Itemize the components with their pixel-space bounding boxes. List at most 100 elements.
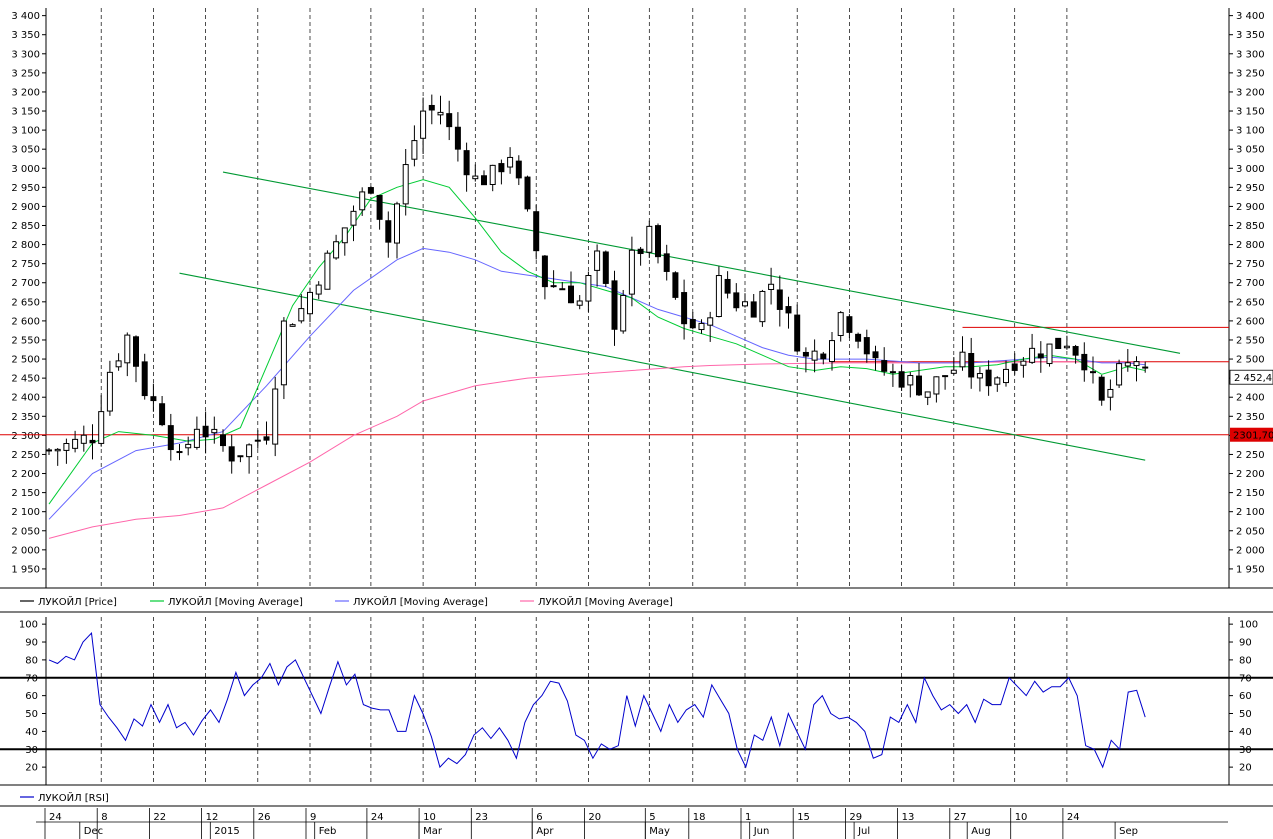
candle-body: [585, 275, 592, 302]
price-ytick-label-right: 2 200: [1236, 469, 1265, 480]
candle-body: [994, 377, 1001, 385]
candle-body: [959, 351, 966, 368]
price-legend-label: ЛУКОЙЛ [Price]: [38, 595, 117, 608]
price-ytick-label-right: 2 100: [1236, 507, 1265, 518]
level-price-tag: [1230, 427, 1273, 442]
price-ytick-label-right: 3 150: [1236, 107, 1265, 118]
price-ytick-label-left: 3 150: [11, 107, 40, 118]
candle-body: [594, 250, 601, 271]
price-ytick-label-right: 3 350: [1236, 30, 1265, 41]
price-ytick-label-left: 2 800: [11, 240, 40, 251]
price-ytick-label-left: 2 100: [11, 507, 40, 518]
x-axis-day-label: 29: [849, 812, 862, 823]
candle-body: [80, 434, 87, 444]
candle-body: [759, 290, 766, 323]
candle-body: [672, 272, 679, 298]
price-ytick-label-left: 3 050: [11, 145, 40, 156]
price-ytick-label-left: 1 950: [11, 564, 40, 575]
candle-body: [916, 375, 922, 396]
candle-body: [507, 156, 514, 168]
price-ytick-label-left: 3 200: [11, 87, 40, 98]
rsi-line: [48, 631, 1146, 769]
price-ytick-label-right: 2 350: [1236, 412, 1265, 423]
x-axis-day-label: 9: [310, 812, 316, 823]
candle-body: [602, 251, 609, 284]
x-axis-day-label: 8: [101, 812, 107, 823]
candle-body: [968, 353, 975, 378]
candle-body: [228, 446, 235, 462]
candle-body: [872, 351, 879, 359]
candle-body: [193, 428, 200, 448]
candle-body: [707, 317, 714, 326]
candle-body: [167, 425, 174, 451]
candle-body: [202, 425, 209, 438]
x-axis-day-label: 13: [902, 812, 915, 823]
candle-body: [750, 301, 757, 318]
candle-body: [681, 292, 688, 325]
level-price-label: 2301,70: [1233, 431, 1273, 442]
last-price-label: 2 452,4: [1234, 373, 1272, 384]
price-legend-label: ЛУКОЙЛ [Moving Average]: [538, 595, 673, 608]
candle-body: [159, 403, 166, 426]
candle-body: [263, 436, 270, 441]
x-axis-day-label: 24: [49, 812, 62, 823]
candle-body: [611, 280, 618, 330]
price-ytick-label-left: 2 700: [11, 278, 40, 289]
candle-body: [1046, 343, 1053, 365]
candle-body: [976, 373, 983, 379]
candle-body: [289, 324, 296, 327]
candle-body: [776, 289, 783, 310]
candle-body: [280, 320, 287, 386]
candle-body: [950, 369, 957, 374]
rsi-ytick-label-left: 40: [25, 727, 38, 738]
candle-body: [498, 163, 505, 173]
price-ytick-label-right: 2 800: [1236, 240, 1265, 251]
x-axis-day-label: 20: [588, 812, 601, 823]
price-legend-label: ЛУКОЙЛ [Moving Average]: [353, 595, 488, 608]
price-ytick-label-left: 3 300: [11, 49, 40, 60]
candle-body: [472, 175, 479, 180]
price-ytick-label-left: 2 900: [11, 202, 40, 213]
price-ytick-label-left: 2 950: [11, 183, 40, 194]
candle-body: [1090, 371, 1096, 374]
rsi-ytick-label-left: 80: [25, 655, 38, 666]
price-ytick-label-left: 3 250: [11, 68, 40, 79]
candle-body: [837, 312, 844, 337]
candle-body: [576, 300, 583, 306]
price-ytick-label-left: 3 100: [11, 126, 40, 137]
candle-body: [1020, 360, 1027, 366]
candle-body: [54, 448, 61, 452]
candle-body: [724, 278, 731, 294]
candle-body: [742, 301, 748, 307]
price-ytick-label-left: 3 400: [11, 11, 40, 22]
candle-body: [829, 340, 835, 363]
x-axis-day-label: 15: [797, 812, 810, 823]
candle-body: [785, 306, 792, 314]
candle-body: [1116, 363, 1123, 386]
candle-body: [1003, 368, 1009, 384]
candle-body: [46, 449, 52, 452]
x-axis-day-label: 18: [693, 812, 706, 823]
price-ytick-label-right: 2 700: [1236, 278, 1265, 289]
candle-body: [481, 175, 487, 186]
candle-body: [324, 252, 331, 290]
candle-body: [350, 210, 357, 226]
price-ytick-label-left: 2 250: [11, 450, 40, 461]
channel-lower-line: [179, 272, 1146, 461]
candle-body: [315, 284, 322, 295]
candle-body: [541, 255, 548, 288]
candle-body: [655, 225, 661, 258]
candle-body: [646, 225, 653, 253]
price-ytick-label-left: 2 150: [11, 488, 40, 499]
candle-body: [533, 211, 540, 252]
rsi-ytick-label-right: 90: [1239, 638, 1252, 649]
x-axis-month-label: May: [649, 826, 670, 837]
x-axis-month-label: 2015: [214, 826, 239, 837]
candle-body: [72, 438, 79, 449]
x-axis-month-label: Feb: [319, 826, 337, 837]
candle-body: [89, 439, 96, 444]
candle-body: [802, 351, 809, 357]
candle-body: [246, 444, 253, 458]
rsi-ytick-label-left: 50: [25, 709, 38, 720]
